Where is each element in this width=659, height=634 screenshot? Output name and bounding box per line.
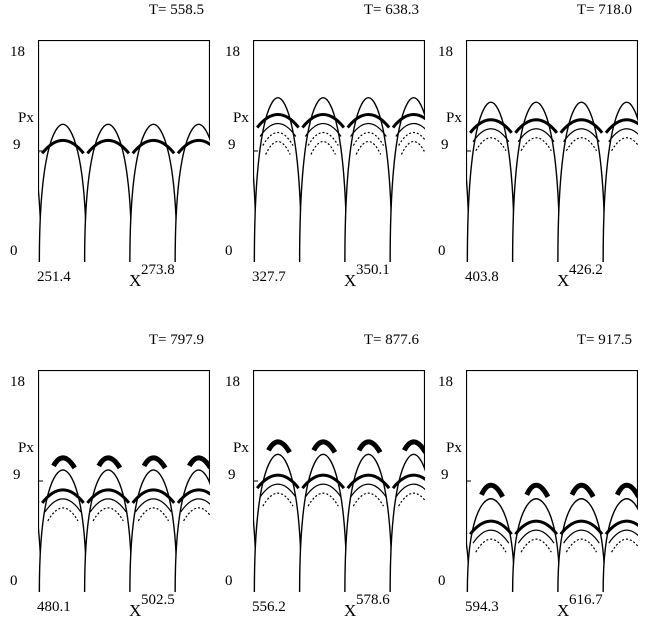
panel-2: T= 638.3 18 Px 9 0 327.7 X 350.1 xyxy=(225,0,425,300)
x-tick-max: 426.2 xyxy=(569,262,603,278)
panel-title: T= 877.6 xyxy=(363,332,419,348)
y-tick-min: 0 xyxy=(438,243,446,259)
y-tick-min: 0 xyxy=(10,243,18,259)
x-tick-max: 578.6 xyxy=(356,592,390,608)
panel-title: T= 558.5 xyxy=(148,2,204,18)
x-tick-max: 273.8 xyxy=(141,262,175,278)
x-axis-label: X xyxy=(344,271,357,290)
x-axis-label: X xyxy=(557,601,570,620)
y-axis-label: Px xyxy=(18,110,34,126)
y-tick-mid: 9 xyxy=(441,467,449,483)
panel-title: T= 917.5 xyxy=(576,332,632,348)
y-axis-label: Px xyxy=(233,440,249,456)
y-axis-label: Px xyxy=(446,110,462,126)
y-tick-mid: 9 xyxy=(13,467,21,483)
y-tick-max: 18 xyxy=(438,44,453,60)
y-tick-min: 0 xyxy=(10,573,18,589)
y-tick-min: 0 xyxy=(438,573,446,589)
panel-6: T= 917.5 18 Px 9 0 594.3 X 616.7 xyxy=(438,330,638,630)
y-tick-min: 0 xyxy=(225,243,233,259)
panel-5: T= 877.6 18 Px 9 0 556.2 X 578.6 xyxy=(225,330,425,630)
x-tick-min: 594.3 xyxy=(465,599,499,615)
phase-space-plot xyxy=(38,370,210,592)
y-axis-label: Px xyxy=(446,440,462,456)
panel-1: T= 558.5 18 Px 9 0 251.4 X 273.8 xyxy=(10,0,210,300)
x-tick-min: 480.1 xyxy=(37,599,71,615)
x-tick-min: 251.4 xyxy=(37,269,71,285)
y-tick-max: 18 xyxy=(225,374,240,390)
x-tick-max: 502.5 xyxy=(141,592,175,608)
x-tick-min: 327.7 xyxy=(252,269,286,285)
y-tick-mid: 9 xyxy=(228,137,236,153)
y-tick-max: 18 xyxy=(225,44,240,60)
x-axis-label: X xyxy=(129,271,142,290)
panel-title: T= 718.0 xyxy=(576,2,632,18)
x-tick-min: 556.2 xyxy=(252,599,286,615)
x-tick-max: 350.1 xyxy=(356,262,390,278)
phase-space-plot xyxy=(253,40,425,262)
panel-3: T= 718.0 18 Px 9 0 403.8 X 426.2 xyxy=(438,0,638,300)
y-tick-max: 18 xyxy=(438,374,453,390)
y-tick-mid: 9 xyxy=(13,137,21,153)
y-tick-min: 0 xyxy=(225,573,233,589)
phase-space-plot xyxy=(466,370,638,592)
phase-space-plot xyxy=(466,40,638,262)
x-tick-max: 616.7 xyxy=(569,592,603,608)
y-axis-label: Px xyxy=(233,110,249,126)
phase-space-plot xyxy=(38,40,210,262)
y-tick-max: 18 xyxy=(10,44,25,60)
x-tick-min: 403.8 xyxy=(465,269,499,285)
x-axis-label: X xyxy=(344,601,357,620)
panel-title: T= 638.3 xyxy=(363,2,419,18)
panel-4: T= 797.9 18 Px 9 0 480.1 X 502.5 xyxy=(10,330,210,630)
y-axis-label: Px xyxy=(18,440,34,456)
y-tick-mid: 9 xyxy=(441,137,449,153)
y-tick-mid: 9 xyxy=(228,467,236,483)
x-axis-label: X xyxy=(129,601,142,620)
phase-space-plot xyxy=(253,370,425,592)
panel-title: T= 797.9 xyxy=(148,332,204,348)
y-tick-max: 18 xyxy=(10,374,25,390)
x-axis-label: X xyxy=(557,271,570,290)
